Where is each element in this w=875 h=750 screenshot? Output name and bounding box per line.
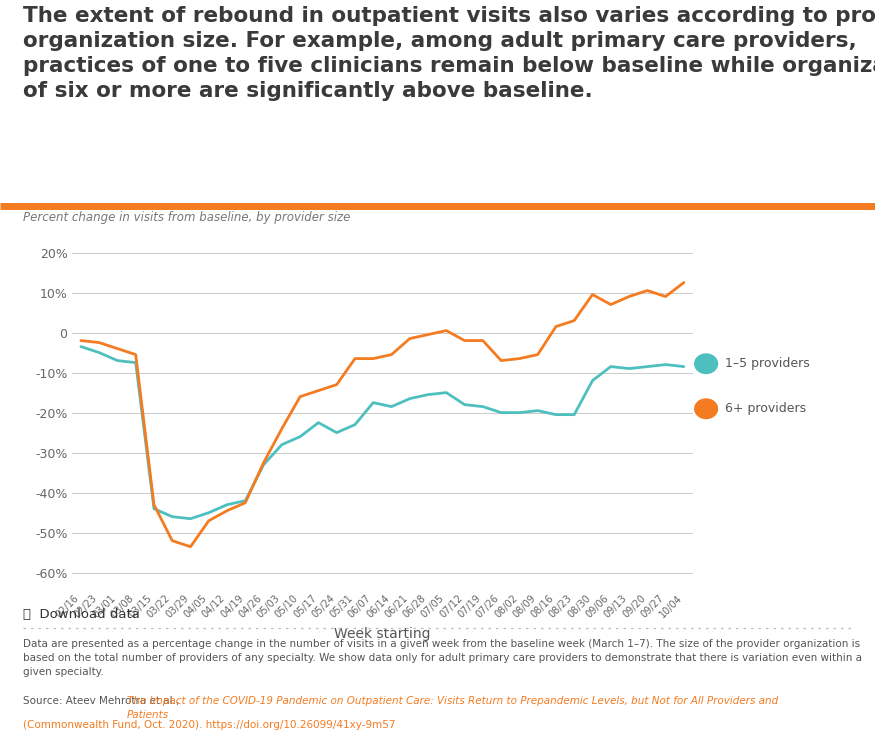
X-axis label: Week starting: Week starting: [334, 627, 430, 640]
Text: Source: Ateev Mehrotra et al.,: Source: Ateev Mehrotra et al.,: [23, 696, 182, 706]
Text: ⤓  Download data: ⤓ Download data: [23, 608, 140, 620]
Text: Percent change in visits from baseline, by provider size: Percent change in visits from baseline, …: [23, 211, 350, 224]
Text: 1–5 providers: 1–5 providers: [724, 357, 809, 370]
Text: 6+ providers: 6+ providers: [724, 402, 806, 416]
Text: Data are presented as a percentage change in the number of visits in a given wee: Data are presented as a percentage chang…: [23, 639, 862, 677]
Text: The Impact of the COVID-19 Pandemic on Outpatient Care: Visits Return to Prepand: The Impact of the COVID-19 Pandemic on O…: [127, 696, 779, 719]
Text: The extent of rebound in outpatient visits also varies according to provider
org: The extent of rebound in outpatient visi…: [23, 6, 875, 101]
Text: (Commonwealth Fund, Oct. 2020). https://doi.org/10.26099/41xy-9m57: (Commonwealth Fund, Oct. 2020). https://…: [23, 720, 396, 730]
